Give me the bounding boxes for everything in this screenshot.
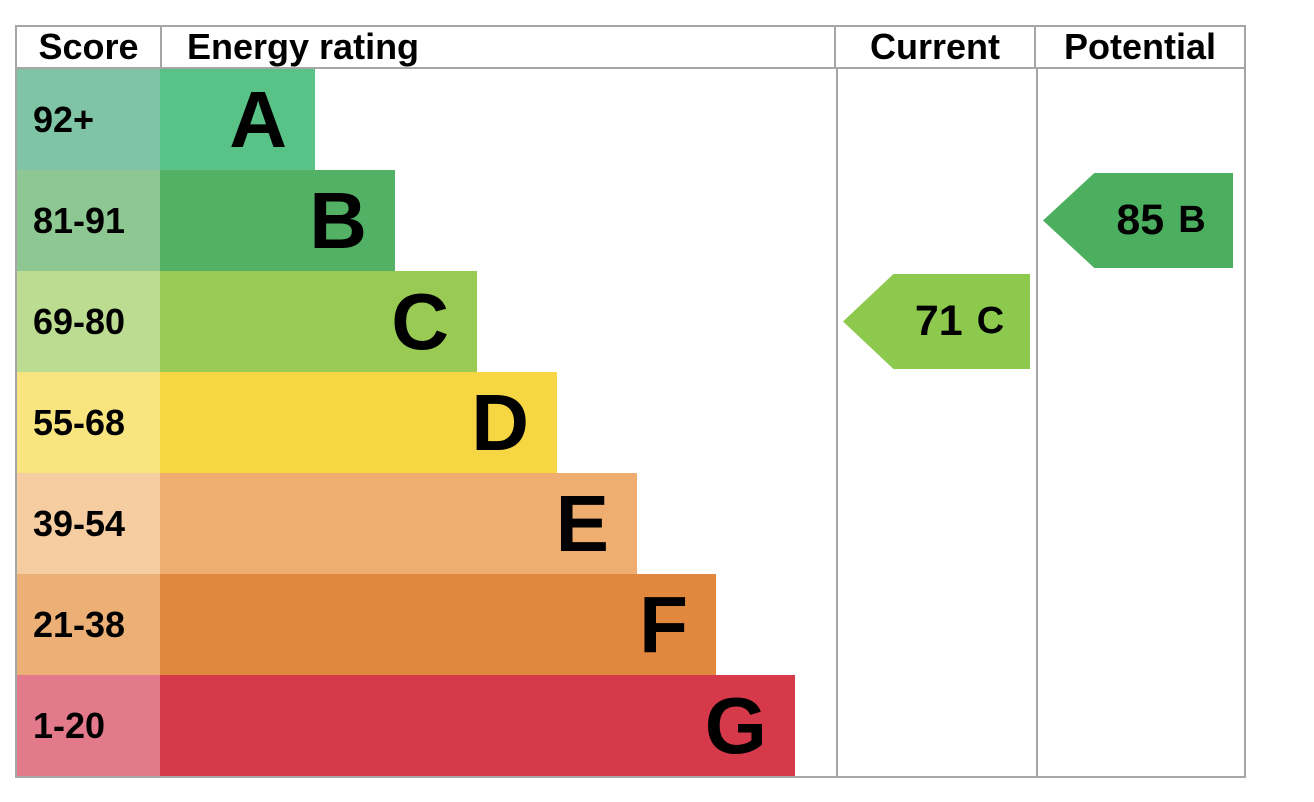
band-row: 81-91 B (17, 170, 1244, 271)
score-range-cell: 69-80 (17, 271, 160, 372)
band-row: 39-54 E (17, 473, 1244, 574)
band-row: 1-20 G (17, 675, 1244, 776)
score-range-cell: 39-54 (17, 473, 160, 574)
rating-bands-area: 92+ A 81-91 B 69-80 C 55-68 D 39-54 E 21… (17, 69, 1244, 776)
rating-band-bar: E (160, 473, 637, 574)
table-header-row: Score Energy rating Current Potential (17, 27, 1244, 69)
score-range-cell: 92+ (17, 69, 160, 170)
potential-column-divider (1036, 69, 1038, 776)
potential-rating-band: B (1178, 199, 1206, 242)
current-column-divider (836, 69, 838, 776)
potential-rating-value: 85 (1116, 195, 1165, 244)
rating-band-bar: G (160, 675, 795, 776)
epc-table: Score Energy rating Current Potential 92… (15, 25, 1246, 778)
band-row: 55-68 D (17, 372, 1244, 473)
band-row: 21-38 F (17, 574, 1244, 675)
energy-rating-header: Energy rating (162, 27, 836, 67)
current-rating-band: C (976, 300, 1005, 343)
band-row: 69-80 C (17, 271, 1244, 372)
rating-band-bar: C (160, 271, 477, 372)
score-header: Score (17, 27, 162, 67)
current-header: Current (836, 27, 1036, 67)
score-range-cell: 55-68 (17, 372, 160, 473)
rating-band-bar: B (160, 170, 395, 271)
potential-header: Potential (1063, 26, 1216, 67)
score-range-cell: 1-20 (17, 675, 160, 776)
score-range-cell: 21-38 (17, 574, 160, 675)
current-rating-value: 71 (914, 296, 963, 345)
rating-band-bar: F (160, 574, 716, 675)
rating-band-bar: A (160, 69, 315, 170)
rating-band-bar: D (160, 372, 557, 473)
band-row: 92+ A (17, 69, 1244, 170)
score-range-cell: 81-91 (17, 170, 160, 271)
